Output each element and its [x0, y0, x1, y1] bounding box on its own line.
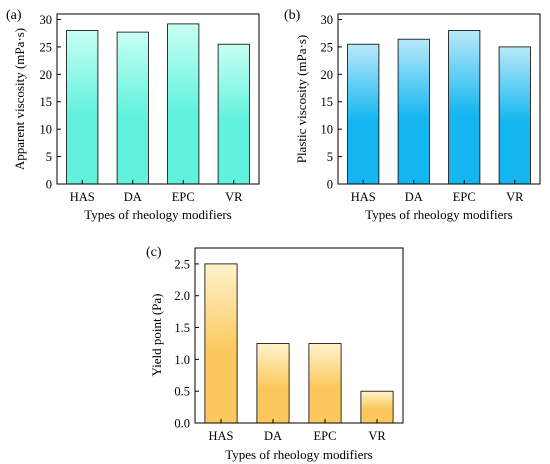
y-tick-label: 15 — [321, 95, 334, 109]
x-tick-label: HAS — [70, 190, 95, 204]
x-tick-label: EPC — [314, 429, 337, 443]
y-axis-title: Yield point (Pa) — [149, 293, 164, 376]
x-tick-label: HAS — [351, 190, 376, 204]
x-tick-label: DA — [405, 190, 423, 204]
y-tick-label: 10 — [321, 123, 334, 137]
plot-frame — [194, 247, 404, 424]
bar-vr — [217, 43, 250, 185]
x-axis-title: Types of rheology modifiers — [225, 447, 372, 462]
y-tick-label: 0 — [327, 178, 333, 192]
plot-frame — [56, 13, 260, 185]
y-tick-label: 5 — [327, 150, 333, 164]
y-tick-label: 2.0 — [174, 289, 190, 303]
y-tick-label: 20 — [40, 68, 53, 82]
x-tick-label: DA — [124, 190, 142, 204]
y-tick-label: 0 — [46, 178, 52, 192]
y-tick-label: 0.5 — [174, 385, 190, 399]
y-tick-label: 1.0 — [174, 353, 190, 367]
x-axis-title: Types of rheology modifiers — [84, 207, 231, 222]
y-tick-label: 2.5 — [174, 257, 190, 271]
bar-da — [256, 343, 290, 424]
x-tick-label: VR — [506, 190, 524, 204]
y-tick-label: 1.5 — [174, 321, 190, 335]
chart-panel-1: (a) 0 5 10 15 20 25 30 HAS DA EPC VR Types of rheolo… — [6, 8, 260, 222]
y-tick-label: 10 — [40, 123, 53, 137]
y-tick-label: 25 — [40, 40, 53, 54]
bar-da — [116, 31, 149, 185]
x-tick-label: HAS — [208, 429, 233, 443]
panel-label: (c) — [146, 245, 162, 260]
panel-label: (a) — [6, 8, 22, 23]
x-tick-label: VR — [368, 429, 386, 443]
chart-panel-2: (b) 0 5 10 15 20 25 30 HAS DA EPC VR Types of rheolo… — [284, 8, 541, 222]
y-tick-label: 5 — [46, 150, 52, 164]
bar-epc — [448, 30, 481, 185]
bar-epc — [167, 23, 200, 185]
y-tick-label: 30 — [321, 13, 334, 27]
chart-panel-3: (c) 0.0 0.5 1.0 1.5 2.0 2.5 HAS DA EPC VR Types of … — [146, 245, 404, 462]
x-tick-label: VR — [225, 190, 243, 204]
x-tick-label: EPC — [453, 190, 476, 204]
y-axis-title: Apparent viscosity (mPa·s) — [12, 28, 27, 170]
x-tick-label: EPC — [172, 190, 195, 204]
bar-vr — [498, 46, 531, 185]
panel-label: (b) — [284, 8, 301, 23]
bar-vr — [360, 390, 394, 424]
plot-frame — [337, 13, 541, 185]
y-tick-label: 20 — [321, 68, 334, 82]
bar-has — [66, 30, 99, 185]
y-tick-label: 15 — [40, 95, 53, 109]
bar-has — [204, 263, 238, 424]
y-tick-label: 25 — [321, 40, 334, 54]
x-tick-label: DA — [264, 429, 282, 443]
y-tick-label: 0.0 — [174, 417, 190, 431]
x-axis-title: Types of rheology modifiers — [365, 207, 512, 222]
bar-has — [347, 43, 380, 185]
y-tick-label: 30 — [40, 13, 53, 27]
y-axis-title: Plastic viscosity (mPa·s) — [294, 35, 309, 164]
bar-da — [397, 38, 430, 185]
bar-epc — [308, 343, 342, 424]
